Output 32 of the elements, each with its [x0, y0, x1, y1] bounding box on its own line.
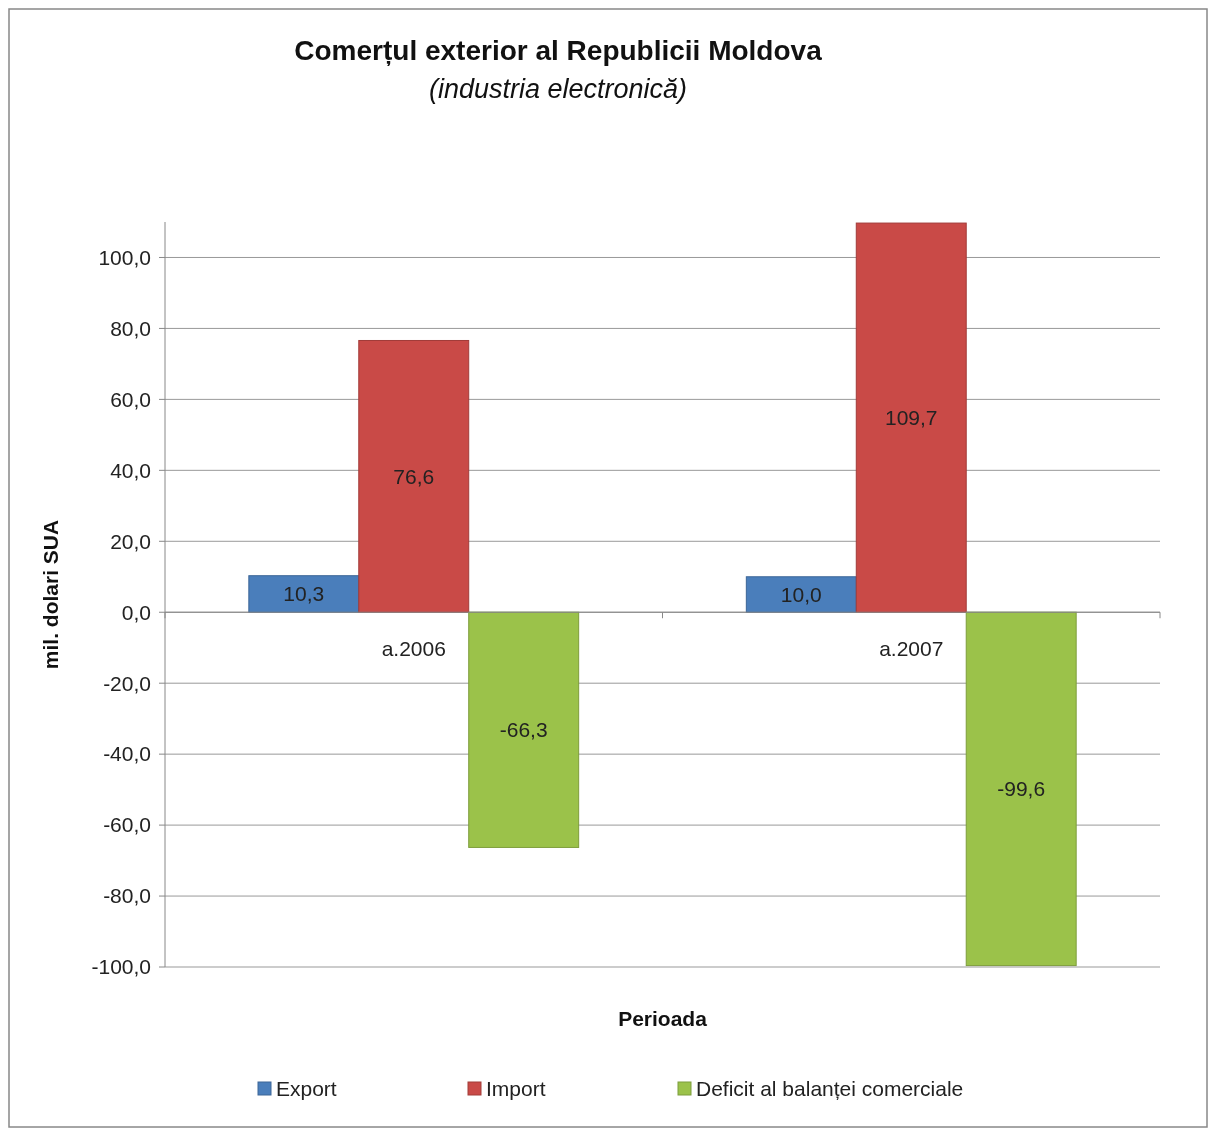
bar	[468, 611, 580, 848]
legend-label: Deficit al balanței comerciale	[696, 1077, 964, 1101]
x-tick-label: a.2007	[879, 637, 944, 661]
y-tick-label: -20,0	[103, 671, 151, 695]
data-label: -66,3	[499, 718, 548, 742]
bar	[248, 575, 360, 613]
y-tick-label: 60,0	[110, 387, 151, 411]
y-tick-label: -40,0	[103, 742, 151, 766]
chart-title: Comerțul exterior al Republicii Moldova	[294, 35, 823, 66]
y-tick-label: -60,0	[103, 813, 151, 837]
x-axis-title: Perioada	[618, 1007, 708, 1030]
bar	[855, 222, 967, 613]
bar	[745, 576, 857, 613]
data-label: 109,7	[884, 406, 938, 429]
data-label: 76,6	[393, 464, 435, 488]
y-tick-label: -80,0	[103, 884, 151, 908]
y-tick-label: 40,0	[110, 458, 151, 482]
bar	[358, 339, 470, 613]
legend-label: Import	[486, 1077, 546, 1101]
data-label: 10,3	[283, 582, 325, 606]
x-tick-label: a.2006	[381, 637, 446, 661]
y-tick-label: 20,0	[110, 529, 151, 553]
y-axis-title: mil. dolari SUA	[39, 519, 62, 670]
chart-subtitle: (industria electronică)	[428, 74, 688, 104]
y-tick-label: 80,0	[110, 316, 151, 340]
legend-label: Export	[276, 1077, 337, 1101]
y-tick-label: 0,0	[121, 600, 151, 624]
data-label: -99,6	[997, 777, 1046, 801]
y-tick-label: -100,0	[91, 955, 151, 979]
bar	[965, 611, 1077, 967]
data-label: 10,0	[780, 582, 822, 606]
y-tick-label: 100,0	[98, 245, 151, 269]
